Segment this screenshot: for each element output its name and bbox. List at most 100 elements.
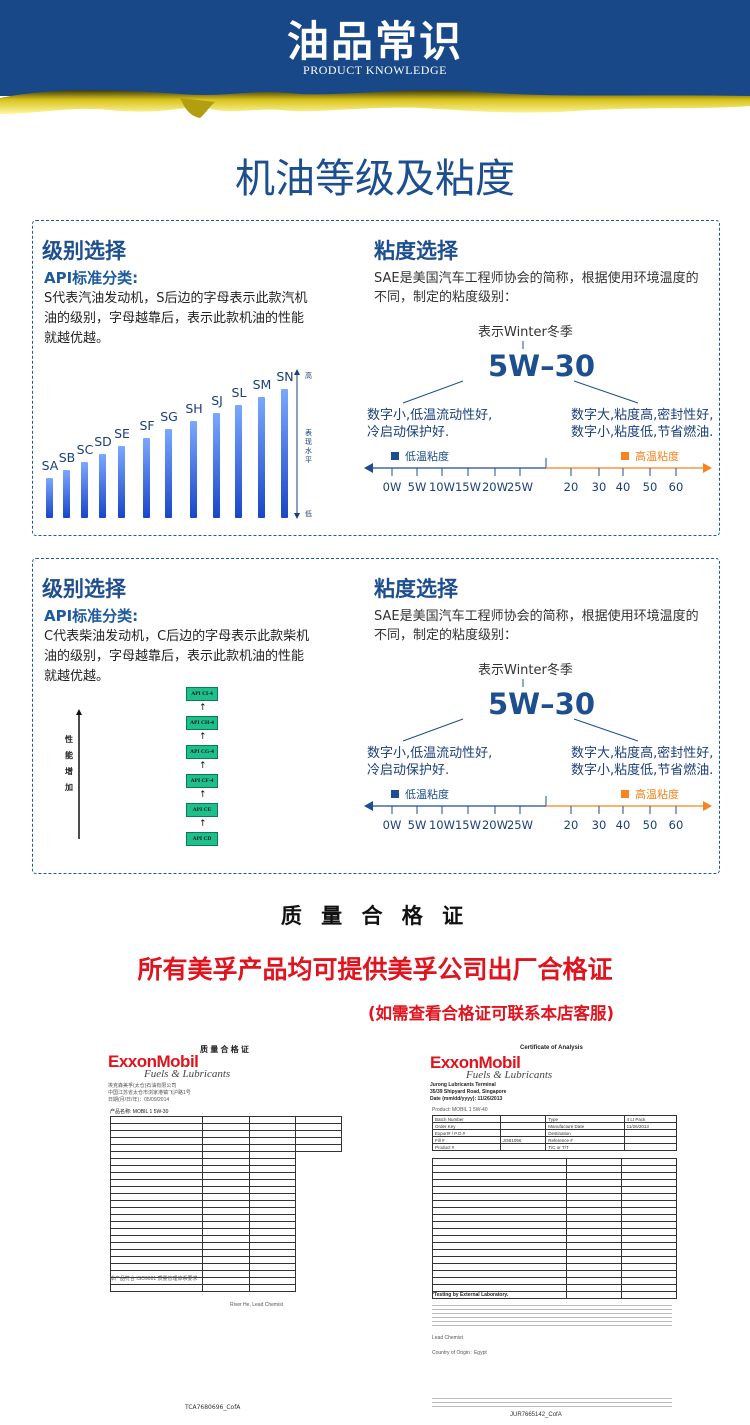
- cert-en-title: Certificate of Analysis: [520, 1045, 583, 1051]
- grade-description-line: 就越优越。: [44, 669, 110, 684]
- low-temp-tick: 5W: [407, 480, 427, 494]
- performance-axis-arrow: [294, 369, 300, 519]
- winter-note: 表示Winter冬季: [478, 325, 573, 340]
- cert-en-terminal: Jurong Lubricants Terminal: [430, 1082, 496, 1088]
- viscosity-description-line: SAE是美国汽车工程师协会的简称，根据使用环境温度的: [374, 271, 699, 286]
- high-temp-tick: 20: [563, 818, 579, 832]
- grade-label: SF: [139, 417, 155, 433]
- low-number-note: 数字小,低温流动性好,: [367, 408, 493, 423]
- performance-label-char: 增: [65, 767, 73, 776]
- cert-en-chemist: Lead Chemist: [432, 1335, 463, 1341]
- high-temp-tick: 50: [642, 480, 658, 494]
- viscosity-title: 粘度选择: [374, 239, 458, 263]
- cert-en-testing: *Testing by External Laboratory.: [432, 1292, 509, 1298]
- performance-label-char: 能: [65, 751, 73, 760]
- certificate-statement: 所有美孚产品均可提供美孚公司出厂合格证: [137, 955, 613, 984]
- grade-label: SG: [160, 409, 178, 425]
- cert-en-origin: Country of Origin : Egypt: [432, 1350, 487, 1356]
- cert-cn-iso: ISO9001: [136, 1276, 157, 1282]
- grade-description-line: S代表汽油发动机，S后边的字母表示此款汽机: [44, 291, 308, 306]
- certificate-heading: 质 量 合 格 证: [280, 904, 470, 928]
- grade-label: SL: [231, 385, 247, 401]
- up-arrow-icon: ↑: [199, 819, 207, 829]
- grade-panel: 级别选择 API标准分类: S代表汽油发动机，S后边的字母表示此款汽机 油的级别，字母…: [32, 220, 720, 536]
- grade-label: SN: [276, 368, 294, 384]
- up-arrow-icon: ↑: [199, 703, 207, 713]
- grade-label: SH: [185, 401, 203, 417]
- viscosity-description-line: SAE是美国汽车工程师协会的简称，根据使用环境温度的: [374, 609, 699, 624]
- grade-description-line: C代表柴油发动机，C后边的字母表示此款柴机: [44, 629, 310, 644]
- axis-low-label: 低: [305, 510, 312, 518]
- high-temp-tick: 60: [668, 480, 684, 494]
- api-label: API标准分类:: [44, 607, 139, 625]
- cert-cn-table: [109, 1116, 343, 1292]
- low-number-note: 冷启动保护好.: [367, 763, 450, 778]
- header-subtitle: PRODUCT KNOWLEDGE: [303, 63, 447, 77]
- low-legend-swatch: [391, 452, 399, 460]
- grade-label: SB: [58, 449, 76, 465]
- grade-label: SJ: [211, 393, 223, 409]
- low-temp-tick: 20W: [481, 818, 508, 832]
- api-grade-box: API CF-4: [186, 774, 218, 788]
- api-grade-box: API CI-4: [186, 687, 218, 701]
- cert-en-mfg: 11/26/2013: [623, 1122, 678, 1130]
- certificate-image-en[interactable]: Certificate of Analysis ExxonMobil Fuels…: [420, 1040, 682, 1425]
- api-grade-box: API CD: [186, 832, 218, 846]
- low-temp-tick: 15W: [454, 480, 481, 494]
- api-grade-box: API CE: [186, 803, 218, 817]
- axis-mid-label: 表现水平: [305, 429, 312, 464]
- low-temp-tick: 10W: [428, 818, 455, 832]
- certificate-image-cn[interactable]: 质 量 合 格 证 ExxonMobil Fuels & Lubricants …: [100, 1040, 345, 1330]
- cert-cn-address: 中国江苏省太仓市浏家港镇飞沪路1号: [108, 1090, 191, 1096]
- viscosity-grade-example: 5W–30: [488, 687, 596, 721]
- grade-label: SD: [94, 433, 112, 449]
- high-number-note: 数字大,粘度高,密封性好,: [571, 408, 714, 423]
- performance-arrow: [76, 709, 82, 839]
- cert-en-paragraph: [432, 1302, 672, 1328]
- low-number-note: 冷启动保护好.: [367, 425, 450, 440]
- high-legend-swatch: [621, 790, 629, 798]
- grade-bar-sb: [63, 469, 70, 518]
- up-arrow-icon: ↑: [199, 790, 207, 800]
- high-temp-tick: 40: [615, 480, 631, 494]
- api-label: API标准分类:: [44, 269, 139, 287]
- cert-en-code: JUR7665142_CofA: [510, 1412, 562, 1418]
- low-temp-tick: 5W: [407, 818, 427, 832]
- cert-cn-code: TCA7680696_CofA: [185, 1404, 241, 1411]
- cert-en-pack: 4 Lt Pack: [623, 1115, 678, 1123]
- low-temp-tick: 20W: [481, 480, 508, 494]
- viscosity-description-line: 不同，制定的粘度级别：: [374, 628, 518, 643]
- grade-bar-sg: [165, 429, 172, 518]
- up-arrow-icon: ↑: [199, 761, 207, 771]
- high-temp-tick: 30: [591, 818, 607, 832]
- grade-description-line: 油的级别，字母越靠后，表示此款机油的性能: [44, 649, 305, 664]
- grade-label: SC: [76, 441, 94, 457]
- high-temp-tick: 20: [563, 480, 579, 494]
- grade-bar-sm: [258, 397, 265, 518]
- api-grade-box: API CG-4: [186, 745, 218, 759]
- winter-note: 表示Winter冬季: [478, 663, 573, 678]
- cert-cn-title: 质 量 合 格 证: [200, 1045, 249, 1054]
- low-legend-swatch: [391, 790, 399, 798]
- grade-bar-se: [118, 445, 125, 518]
- cert-cn-date: 日期(月/日/年)：05/09/2014: [108, 1097, 170, 1103]
- cert-cn-company: 埃克森美孚(太仓)石油有限公司: [108, 1083, 177, 1089]
- viscosity-title: 粘度选择: [374, 577, 458, 601]
- high-temp-tick: 30: [591, 480, 607, 494]
- low-temp-tick: 0W: [382, 818, 402, 832]
- api-grade-box: API CH-4: [186, 716, 218, 730]
- high-temp-legend: 高温粘度: [635, 450, 679, 463]
- high-number-note: 数字小,粘度低,节省燃油.: [571, 425, 714, 440]
- cert-en-address: 35/39 Shipyard Road, Singapore: [430, 1089, 507, 1095]
- low-temp-legend: 低温粘度: [405, 788, 449, 801]
- grade-bar-sl: [235, 405, 242, 518]
- viscosity-grade-example: 5W–30: [488, 349, 596, 383]
- cert-en-date: Date (mm/dd/yyyy): 11/26/2013: [430, 1096, 503, 1102]
- grade-title: 级别选择: [42, 239, 126, 263]
- cert-cn-product: 产品名称: MOBIL 1 5W-30: [110, 1109, 169, 1115]
- low-temp-tick: 10W: [428, 480, 455, 494]
- high-number-note: 数字大,粘度高,密封性好,: [571, 746, 714, 761]
- cert-cn-signer: River He, Lead Chemist: [230, 1302, 284, 1308]
- header-banner: [0, 0, 750, 96]
- grade-description-line: 就越优越。: [44, 331, 110, 346]
